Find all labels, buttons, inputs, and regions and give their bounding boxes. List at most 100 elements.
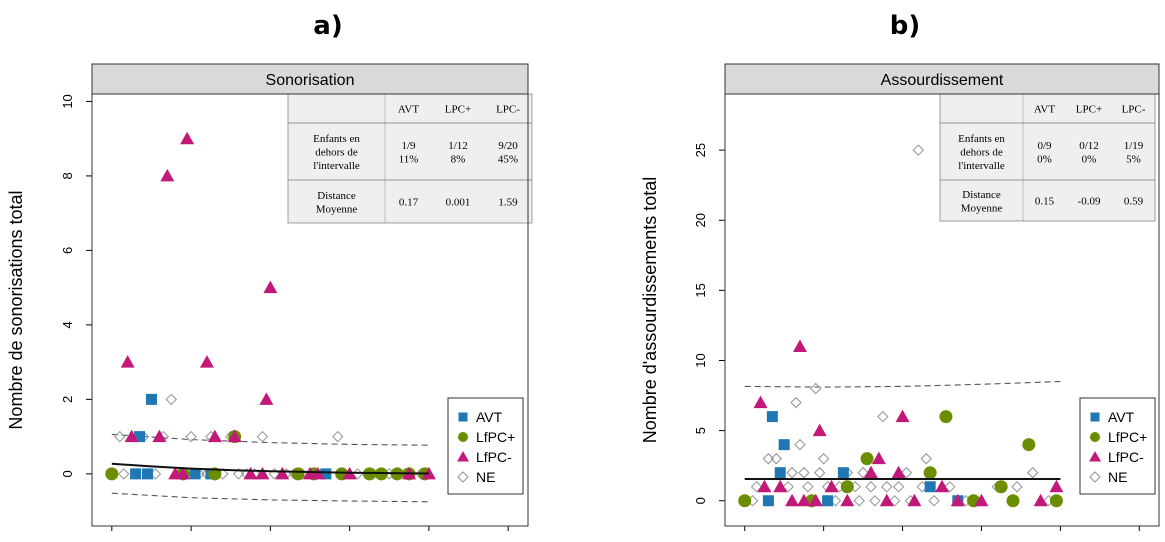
data-point <box>935 479 949 493</box>
table-cell: 0.59 <box>1124 196 1144 208</box>
data-point <box>950 493 965 507</box>
panel-b: b) Assourdissement Nombre d'assourdissemen… <box>640 11 1160 542</box>
table-header: LPC+ <box>445 104 471 116</box>
data-point <box>105 467 119 481</box>
data-point <box>888 494 901 507</box>
data-point <box>840 493 855 507</box>
table-cell: 0/9 <box>1037 140 1052 152</box>
data-point <box>199 355 214 368</box>
data-point <box>243 466 258 480</box>
data-point <box>1006 494 1020 508</box>
table-cell: 0% <box>1037 153 1052 165</box>
data-point <box>134 431 146 443</box>
data-point <box>1022 438 1036 452</box>
data-point <box>928 494 940 507</box>
legend-marker <box>1089 451 1101 462</box>
table-cell: -0.09 <box>1078 196 1101 208</box>
y-tick-label: 15 <box>693 283 708 297</box>
table-cell: 5% <box>1126 153 1141 165</box>
data-point <box>160 168 175 182</box>
legend: AVT LfPC+ LfPC- NE <box>447 397 524 495</box>
legend-marker <box>458 432 468 442</box>
table-header: AVT <box>398 104 419 116</box>
data-point <box>853 494 865 507</box>
table-row-label: Distance <box>962 189 1001 201</box>
table-row-label: Moyenne <box>961 202 1003 214</box>
data-point <box>782 480 794 493</box>
y-tick-label: 10 <box>693 353 708 367</box>
data-point <box>865 480 877 493</box>
data-point <box>421 466 436 480</box>
data-point <box>259 392 274 405</box>
data-point <box>778 439 790 451</box>
data-point <box>900 466 913 479</box>
legend-marker <box>1090 412 1100 422</box>
data-point <box>809 382 822 395</box>
data-point <box>232 468 245 480</box>
table-row-label: Enfants en <box>313 133 360 145</box>
data-point <box>117 468 130 480</box>
y-tick-label: 4 <box>60 321 75 328</box>
table-cell: 11% <box>399 153 419 165</box>
data-point <box>1049 494 1063 508</box>
data-point <box>255 466 270 480</box>
y-tick-label: 2 <box>60 396 75 403</box>
data-point <box>774 467 786 479</box>
data-point <box>185 430 197 443</box>
y-tick-label: 0 <box>693 497 708 504</box>
data-point <box>796 493 811 507</box>
plot-frame <box>724 93 1160 527</box>
strip-title: Assourdissement <box>881 72 1004 89</box>
legend-label: NE <box>476 469 495 485</box>
data-point <box>766 411 778 423</box>
data-point <box>785 493 800 507</box>
table-header: LPC+ <box>1076 104 1102 116</box>
legend-marker <box>457 471 469 483</box>
data-point <box>130 468 142 480</box>
data-point <box>817 452 830 465</box>
y-axis-title: Nombre d'assourdissements total <box>640 177 660 444</box>
legend-label: LfPC+ <box>476 429 515 445</box>
table-cell: 0% <box>1082 153 1097 165</box>
table-row-label: l'intervalle <box>313 160 360 172</box>
legend-label: LfPC+ <box>1108 429 1147 445</box>
data-point <box>824 479 839 493</box>
data-point <box>880 480 893 493</box>
summary-table: AVT LPC+ LPC- Enfants en dehors del'interval… <box>287 93 533 224</box>
data-point <box>860 452 874 466</box>
table-background <box>287 93 533 224</box>
data-point <box>920 452 932 465</box>
data-point <box>738 494 752 508</box>
data-point <box>1049 479 1064 493</box>
table-background <box>939 93 1156 222</box>
data-point <box>974 493 989 507</box>
legend-marker <box>1089 471 1101 483</box>
data-point <box>152 429 167 443</box>
y-axis-title: Nombre de sonorisations total <box>6 190 26 429</box>
data-point <box>786 466 798 479</box>
data-point <box>757 479 772 493</box>
data-point <box>863 465 878 479</box>
y-tick-label: 25 <box>693 143 708 157</box>
y-tick-label: 10 <box>60 94 75 108</box>
table-cell: 8% <box>451 153 466 165</box>
table-cell: 1/19 <box>1124 140 1144 152</box>
data-point <box>790 396 802 409</box>
y-tick-label: 0 <box>60 470 75 477</box>
table-header: LPC- <box>1122 104 1146 116</box>
data-point <box>227 429 242 443</box>
plot-frame <box>91 93 529 527</box>
legend-label: AVT <box>476 409 503 425</box>
data-point <box>792 339 807 352</box>
data-point <box>753 395 768 409</box>
data-point <box>773 479 788 493</box>
data-point <box>145 393 157 405</box>
data-point <box>794 438 806 451</box>
data-point <box>165 393 178 406</box>
table-cell: 0/12 <box>1079 140 1099 152</box>
data-point <box>320 468 332 480</box>
strip-header <box>91 63 529 95</box>
fit-line <box>111 462 429 475</box>
panel-label: b) <box>890 11 921 41</box>
